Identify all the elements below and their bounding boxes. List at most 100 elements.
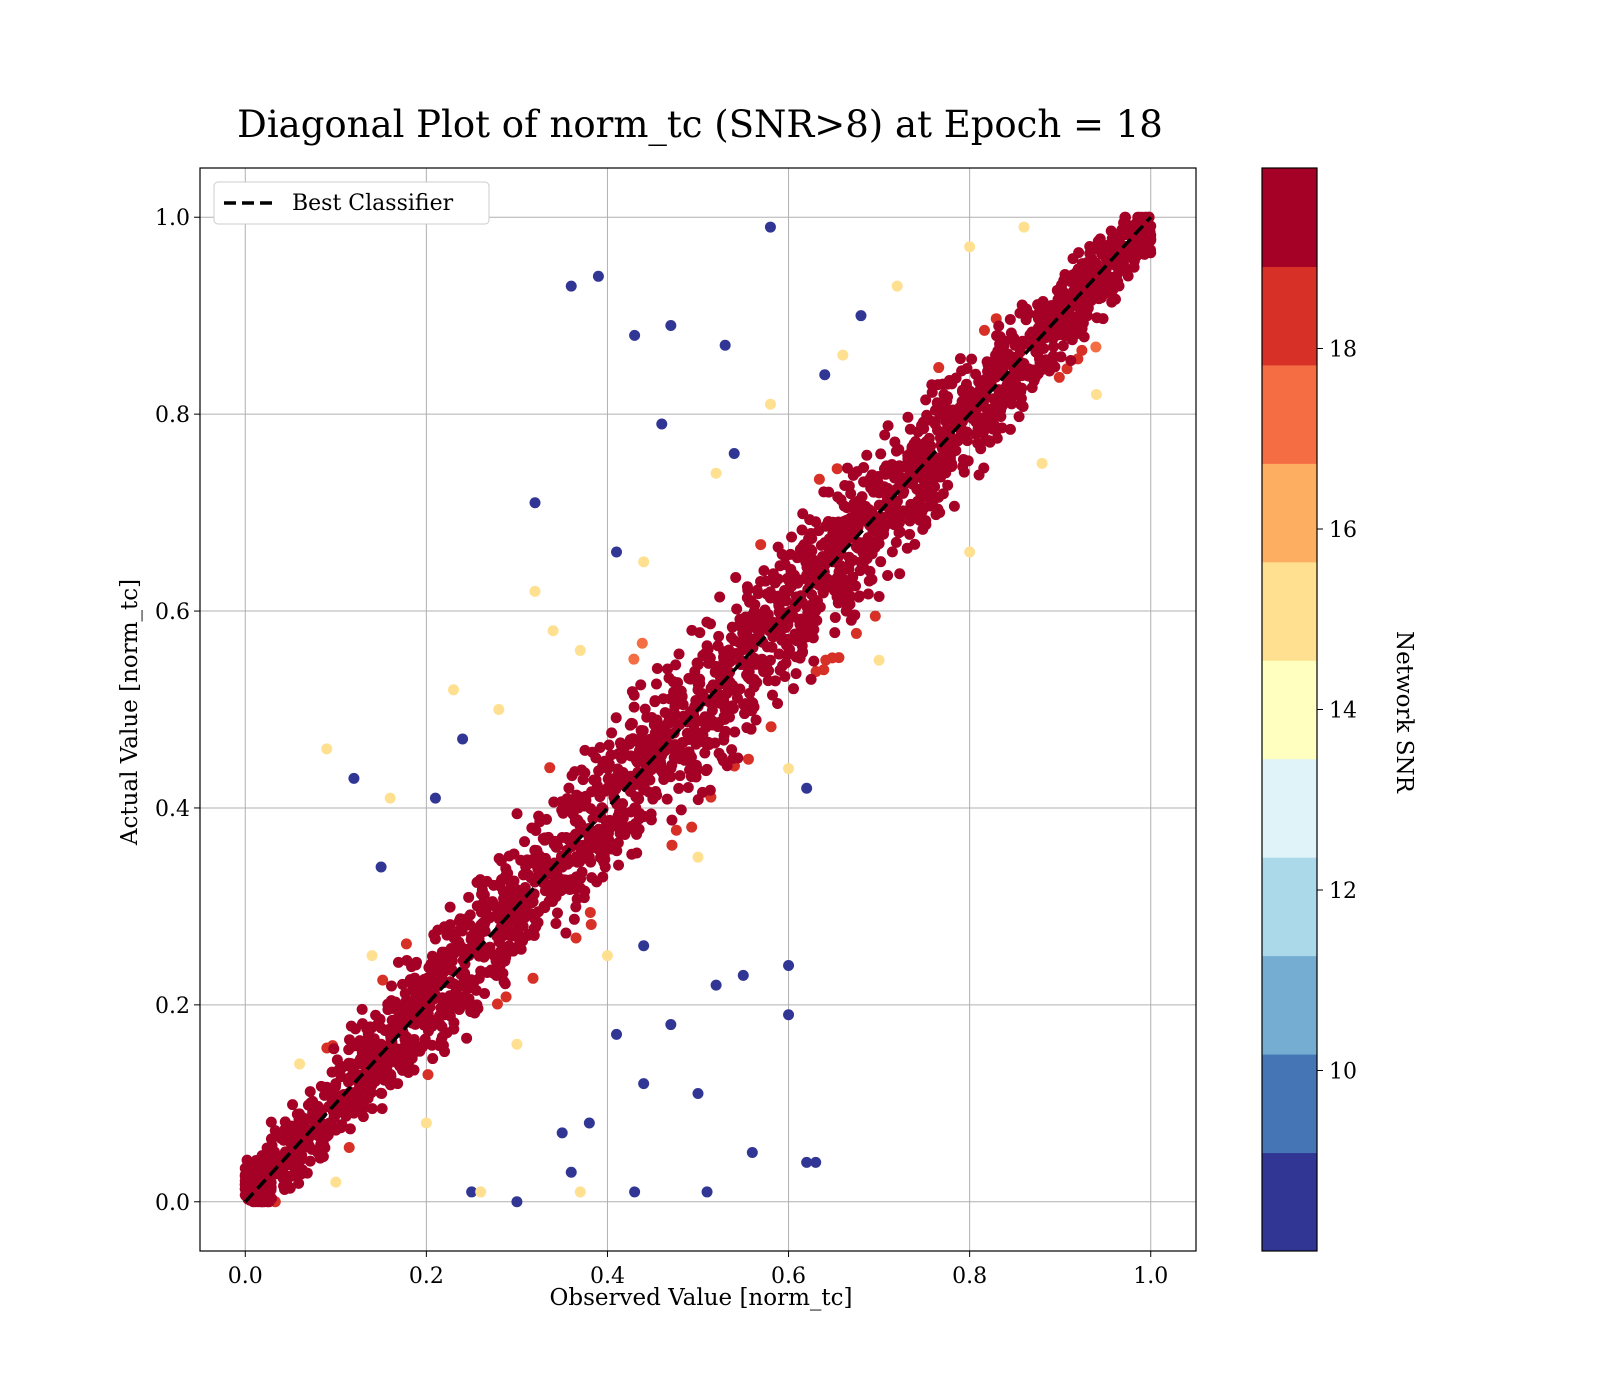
scatter-point (639, 703, 651, 715)
scatter-point (692, 794, 704, 806)
scatter-point (285, 1127, 297, 1139)
scatter-point (1131, 239, 1143, 251)
colorbar-tick-label: 12 (1329, 879, 1357, 904)
scatter-point (639, 771, 651, 783)
scatter-point (758, 617, 770, 629)
scatter-point (294, 1058, 306, 1070)
scatter-point (1099, 241, 1111, 253)
x-tick-label: 1.0 (1133, 1264, 1168, 1289)
scatter-point (585, 919, 597, 931)
scatter-point (875, 556, 887, 568)
scatter-point (570, 932, 582, 944)
colorbar-segment (1262, 660, 1317, 760)
scatter-point (476, 888, 488, 900)
scatter-point (556, 874, 568, 886)
scatter-point (808, 554, 820, 566)
scatter-point (527, 896, 539, 908)
scatter-point (479, 987, 491, 999)
scatter-point (699, 737, 711, 749)
scatter-point (701, 616, 713, 628)
scatter-point (799, 552, 811, 564)
scatter-point (666, 814, 678, 826)
scatter-point (279, 1184, 291, 1196)
scatter-point (1074, 283, 1086, 295)
scatter-point (838, 592, 850, 604)
scatter-point (444, 976, 456, 988)
scatter-point (1084, 247, 1096, 259)
scatter-point (890, 536, 902, 548)
scatter-point (288, 1154, 300, 1166)
scatter-point (798, 539, 810, 551)
scatter-point (515, 943, 527, 955)
scatter-point (638, 940, 650, 952)
scatter-point (564, 883, 576, 895)
scatter-point (660, 719, 672, 731)
scatter-point (542, 831, 554, 843)
scatter-point (448, 684, 460, 696)
y-axis-label: Actual Value [norm_tc] (117, 578, 143, 846)
scatter-point (833, 566, 845, 578)
scatter-point (511, 1196, 523, 1208)
scatter-point (714, 591, 726, 603)
scatter-point (1090, 341, 1102, 353)
scatter-point (650, 678, 662, 690)
scatter-point (555, 885, 567, 897)
scatter-point (612, 748, 624, 760)
scatter-point (550, 918, 562, 930)
scatter-point (755, 575, 767, 587)
scatter-point (862, 588, 874, 600)
scatter-point (841, 514, 853, 526)
scatter-point (377, 974, 389, 986)
scatter-point (666, 839, 678, 851)
scatter-point (718, 695, 730, 707)
scatter-point (956, 365, 968, 377)
scatter-point (730, 572, 742, 584)
scatter-point (645, 814, 657, 826)
scatter-point (328, 1043, 340, 1055)
scatter-point (841, 462, 853, 474)
scatter-point (926, 483, 938, 495)
scatter-point (362, 1092, 374, 1104)
scatter-point (601, 950, 613, 962)
scatter-point (879, 429, 891, 441)
scatter-point (575, 882, 587, 894)
scatter-point (746, 1147, 758, 1159)
scatter-point (930, 509, 942, 521)
scatter-point (265, 1116, 277, 1128)
scatter-point (726, 744, 738, 756)
scatter-point (901, 542, 913, 554)
scatter-point (629, 329, 641, 341)
scatter-point (866, 574, 878, 586)
scatter-point (1054, 290, 1066, 302)
scatter-point (444, 926, 456, 938)
scatter-point (330, 1078, 342, 1090)
scatter-point (374, 1013, 386, 1025)
scatter-point (427, 1053, 439, 1065)
scatter-point (832, 516, 844, 528)
scatter-point (347, 1040, 359, 1052)
scatter-point (765, 721, 777, 733)
scatter-point (526, 822, 538, 834)
scatter-point (296, 1121, 308, 1133)
scatter-point (545, 892, 557, 904)
scatter-point (713, 747, 725, 759)
scatter-point (817, 551, 829, 563)
scatter-point (882, 570, 894, 582)
scatter-point (1004, 423, 1016, 435)
scatter-point (613, 859, 625, 871)
scatter-point (450, 986, 462, 998)
scatter-point (742, 753, 754, 765)
scatter-point (1036, 457, 1048, 469)
scatter-point (529, 921, 541, 933)
scatter-point (996, 422, 1008, 434)
scatter-point (748, 681, 760, 693)
scatter-point (873, 487, 885, 499)
scatter-point (508, 848, 520, 860)
scatter-point (412, 998, 424, 1010)
scatter-point (954, 353, 966, 365)
scatter-point (918, 502, 930, 514)
scatter-point (578, 799, 590, 811)
scatter-point (916, 483, 928, 495)
scatter-point (980, 434, 992, 446)
scatter-point (758, 666, 770, 678)
